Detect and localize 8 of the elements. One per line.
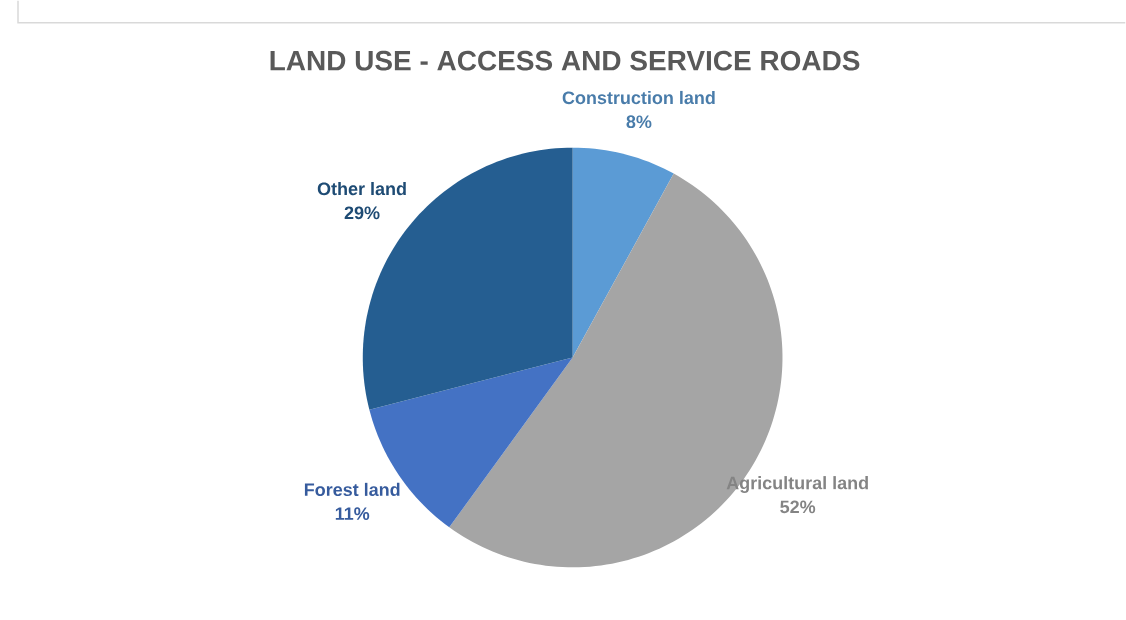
data-label: 11% xyxy=(335,507,370,520)
data-label: 52% xyxy=(780,500,816,514)
slice-label: Forest land xyxy=(304,482,400,496)
slice-label: Other land xyxy=(317,181,406,196)
chart-title: LAND USE - ACCESS AND SERVICE ROADS xyxy=(270,50,860,71)
slice-label: Construction land xyxy=(562,90,715,104)
data-label: 29% xyxy=(344,206,380,220)
data-label: 8% xyxy=(626,115,652,128)
